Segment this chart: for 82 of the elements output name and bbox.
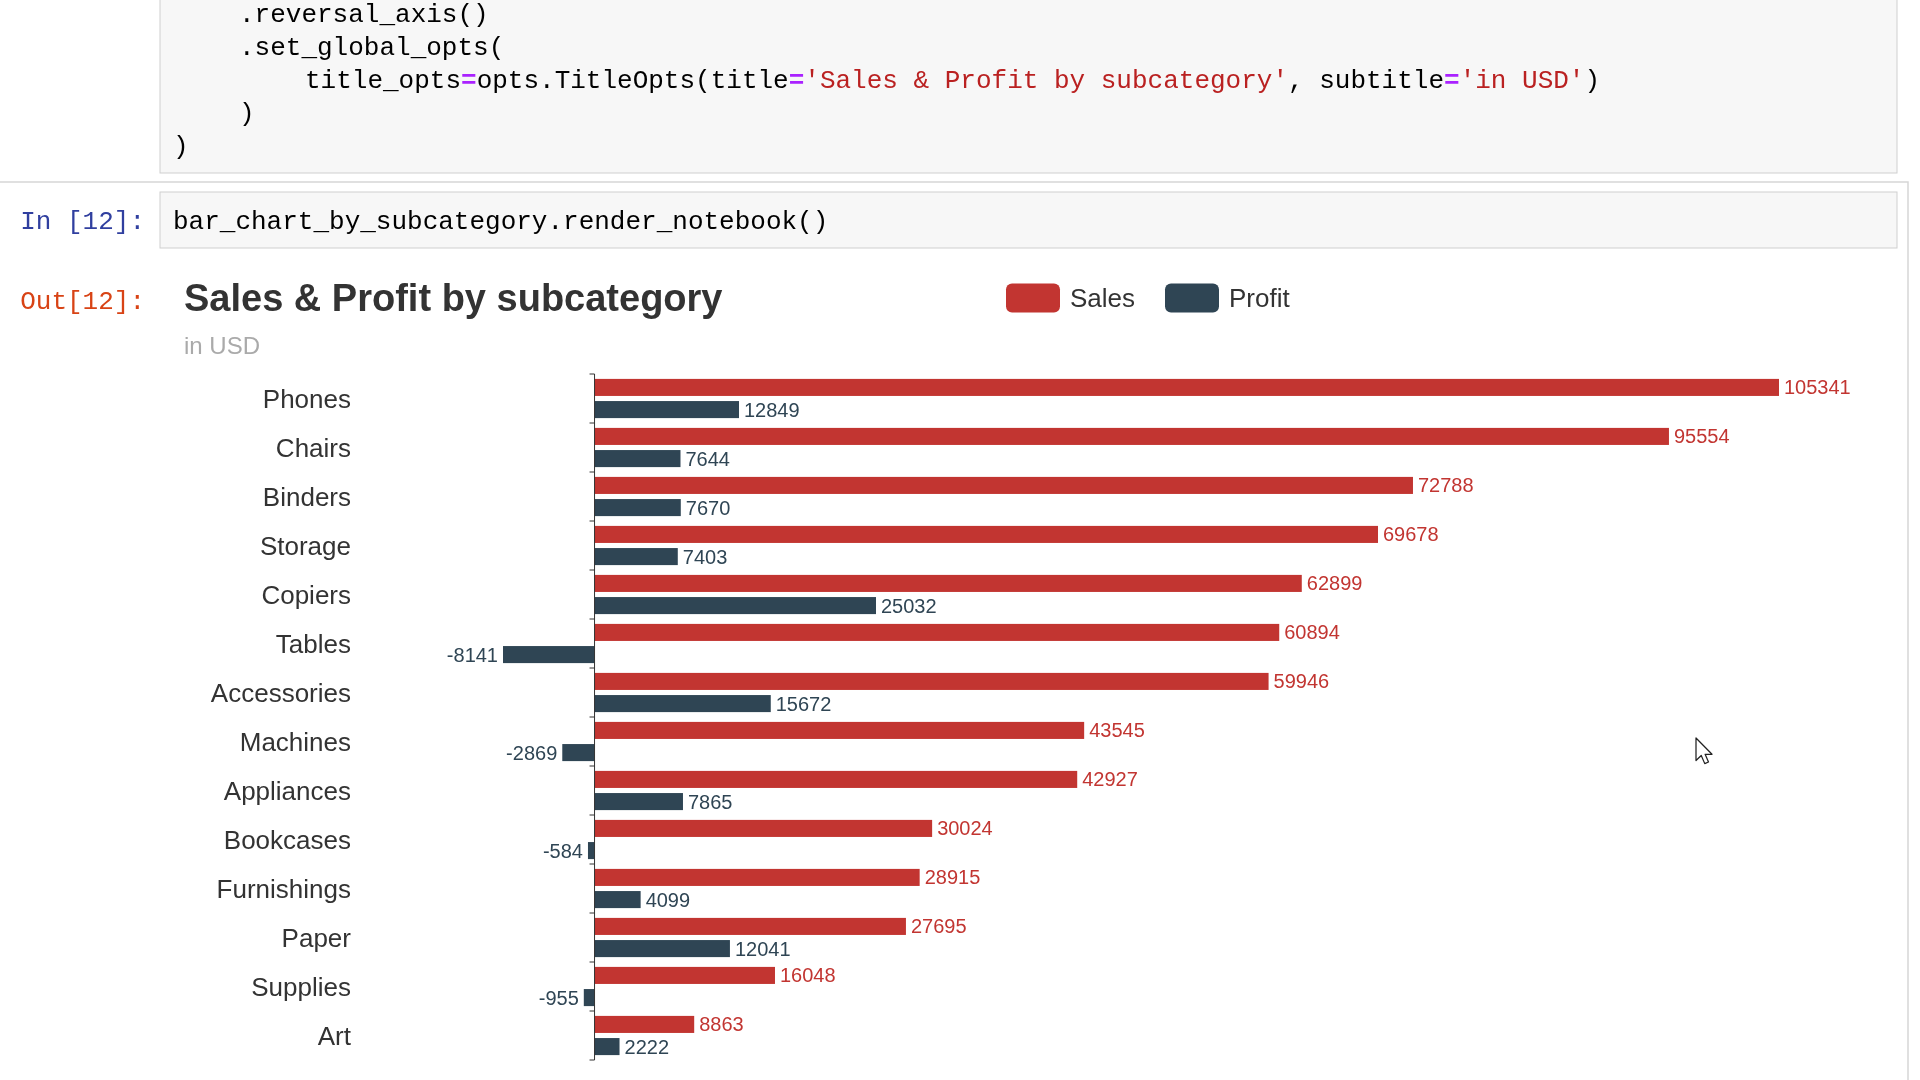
data-label: 7865 — [687, 790, 733, 813]
data-label: 69678 — [1383, 523, 1439, 546]
bar — [594, 548, 678, 566]
legend-label: Sales — [1070, 283, 1136, 313]
data-label: -955 — [538, 986, 579, 1009]
text: In [12]: — [20, 207, 145, 237]
y-tick-label: Copiers — [261, 579, 351, 610]
data-label: 2222 — [624, 1035, 670, 1058]
bar — [594, 450, 681, 468]
bar — [594, 891, 641, 909]
bar — [594, 1015, 695, 1033]
bar — [594, 695, 771, 713]
bar — [594, 770, 1078, 788]
data-label: 7644 — [685, 447, 730, 470]
data-label: -8141 — [446, 643, 498, 666]
bar — [583, 989, 595, 1007]
data-label: 15672 — [775, 692, 832, 715]
data-label: 72788 — [1417, 474, 1474, 497]
data-label: -584 — [542, 839, 583, 862]
y-tick-label: Paper — [281, 922, 352, 953]
data-label: 12041 — [734, 937, 791, 960]
data-label: 28915 — [924, 866, 981, 889]
text: Out[12]: — [20, 287, 145, 317]
y-tick-label: Bookcases — [223, 824, 351, 855]
text: title_opts=opts.TitleOpts(title='Sales & Profit by subcategory', subtitle='in USD') — [305, 66, 1601, 96]
data-label: 4099 — [645, 888, 691, 911]
y-tick-label: Appliances — [223, 775, 351, 806]
bar — [594, 597, 876, 615]
bar — [594, 721, 1085, 739]
bar — [594, 917, 906, 935]
y-tick-label: Furnishings — [216, 873, 351, 904]
data-label: 30024 — [937, 817, 993, 840]
data-label: 25032 — [881, 594, 937, 617]
text: ) — [173, 132, 189, 162]
y-tick-label: Binders — [262, 481, 351, 512]
data-label: 95554 — [1673, 425, 1730, 448]
bar — [594, 940, 730, 958]
bar — [587, 842, 595, 860]
bar — [594, 525, 1378, 543]
bar — [594, 1038, 620, 1056]
data-label: 105341 — [1784, 376, 1851, 399]
y-tick-label: Phones — [262, 383, 351, 414]
data-label: 7403 — [682, 545, 728, 568]
y-tick-label: Chairs — [275, 432, 351, 463]
y-tick-label: Supplies — [251, 971, 351, 1002]
bar — [594, 476, 1413, 494]
chart-title: Sales & Profit by subcategory — [184, 277, 723, 319]
text: .set_global_opts( — [239, 33, 505, 63]
data-label: 12849 — [744, 398, 800, 421]
bar — [594, 574, 1302, 592]
text: in USD — [184, 332, 261, 359]
data-label: 16048 — [779, 964, 836, 987]
bar — [594, 623, 1280, 641]
bar — [594, 672, 1269, 690]
bar — [594, 966, 775, 984]
bar — [503, 646, 595, 664]
bar — [594, 793, 683, 811]
y-tick-label: Tables — [275, 628, 351, 659]
data-label: 43545 — [1089, 719, 1145, 742]
y-tick-label: Storage — [259, 530, 351, 561]
data-label: 62899 — [1306, 572, 1363, 595]
bar — [594, 378, 1779, 396]
y-tick-label: Accessories — [210, 677, 351, 708]
data-label: 42927 — [1082, 768, 1138, 791]
data-label: 8863 — [699, 1013, 744, 1036]
text: bar_chart_by_subcategory.render_notebook() — [173, 207, 829, 237]
bar — [594, 868, 920, 886]
data-label: -2869 — [506, 741, 558, 764]
data-label: 27695 — [910, 915, 967, 938]
legend-label: Profit — [1229, 283, 1291, 313]
bar — [594, 401, 740, 419]
y-tick-label: Art — [317, 1020, 352, 1051]
data-label: 60894 — [1284, 621, 1340, 644]
text: .reversal_axis() — [239, 0, 489, 30]
text: ) — [239, 99, 255, 129]
data-label: 59946 — [1273, 670, 1330, 693]
bar — [562, 744, 595, 762]
bar — [594, 427, 1669, 445]
bar — [594, 819, 933, 837]
data-label: 7670 — [685, 496, 731, 519]
y-tick-label: Machines — [239, 726, 351, 757]
bar — [594, 499, 681, 517]
